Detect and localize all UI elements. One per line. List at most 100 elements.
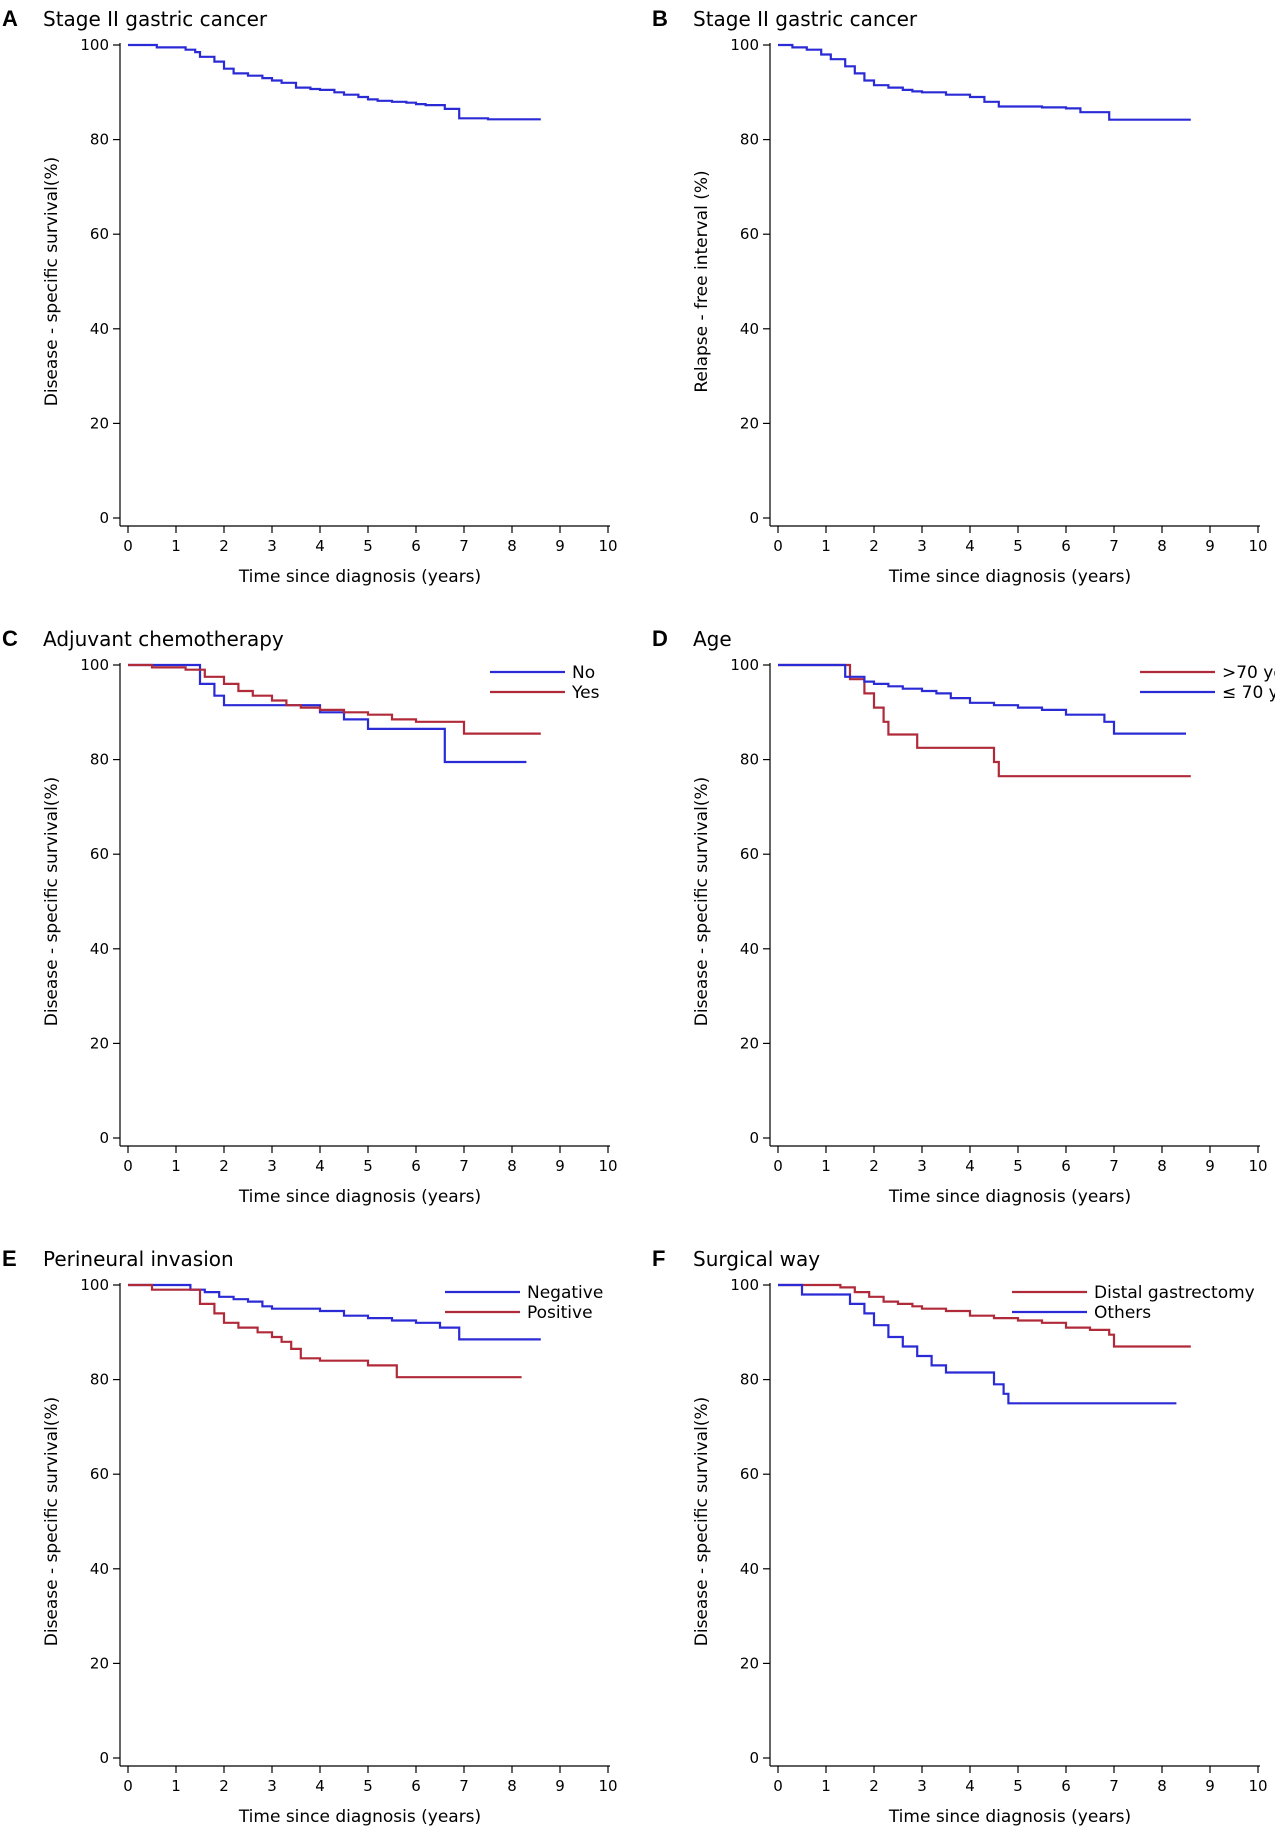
x-tick-label: 5: [1013, 1157, 1023, 1175]
legend-label: >70 years: [1222, 663, 1275, 683]
x-tick-label: 9: [1205, 1777, 1215, 1795]
x-tick-label: 6: [411, 1157, 421, 1175]
x-tick-label: 8: [1157, 1157, 1167, 1175]
x-tick-label: 9: [555, 1777, 565, 1795]
panel-letter: C: [2, 626, 18, 651]
y-tick-label: 40: [90, 940, 109, 958]
x-tick-label: 9: [1205, 537, 1215, 555]
x-tick-label: 5: [363, 1157, 373, 1175]
y-tick-label: 40: [740, 1560, 759, 1578]
x-tick-label: 3: [267, 537, 277, 555]
legend-label: ≤ 70 years: [1222, 683, 1275, 703]
legend-label: Positive: [527, 1303, 593, 1323]
x-tick-label: 1: [171, 1777, 181, 1795]
x-tick-label: 8: [1157, 537, 1167, 555]
x-tick-label: 3: [917, 537, 927, 555]
y-tick-label: 20: [740, 414, 759, 432]
x-tick-label: 4: [965, 1157, 975, 1175]
chart-title: Stage II gastric cancer: [43, 7, 268, 31]
y-tick-label: 80: [740, 751, 759, 769]
y-axis-label: Disease - specific survival(%): [42, 157, 62, 406]
x-tick-label: 5: [363, 1777, 373, 1795]
y-tick-label: 60: [90, 845, 109, 863]
x-tick-label: 6: [411, 537, 421, 555]
chart-title: Stage II gastric cancer: [693, 7, 918, 31]
y-tick-label: 100: [730, 1276, 759, 1294]
y-tick-label: 80: [90, 131, 109, 149]
y-tick-label: 60: [90, 1465, 109, 1483]
x-tick-label: 7: [1109, 537, 1119, 555]
x-tick-label: 10: [598, 1777, 617, 1795]
x-axis-label: Time since diagnosis (years): [238, 1187, 481, 1207]
x-tick-label: 9: [555, 1157, 565, 1175]
y-axis-label: Disease - specific survival(%): [692, 1397, 712, 1646]
x-tick-label: 5: [1013, 1777, 1023, 1795]
y-tick-label: 0: [749, 1129, 759, 1147]
y-tick-label: 100: [730, 656, 759, 674]
series-line-1: [778, 663, 1191, 778]
x-tick-label: 7: [459, 1157, 469, 1175]
x-tick-label: 8: [507, 1777, 517, 1795]
y-tick-label: 80: [740, 1371, 759, 1389]
legend-label: Others: [1094, 1303, 1151, 1323]
x-tick-label: 7: [459, 537, 469, 555]
x-axis-label: Time since diagnosis (years): [238, 1807, 481, 1827]
x-tick-label: 8: [1157, 1777, 1167, 1795]
legend-label: No: [572, 663, 595, 683]
y-tick-label: 60: [90, 225, 109, 243]
x-tick-label: 7: [1109, 1157, 1119, 1175]
legend-label: Distal gastrectomy: [1094, 1283, 1255, 1303]
panel-letter: A: [2, 6, 18, 31]
x-tick-label: 2: [869, 1157, 879, 1175]
series-line-1: [128, 43, 541, 121]
x-tick-label: 0: [123, 1777, 133, 1795]
y-tick-label: 20: [740, 1654, 759, 1672]
y-tick-label: 60: [740, 1465, 759, 1483]
chart-title: Surgical way: [693, 1247, 820, 1271]
x-tick-label: 0: [773, 1777, 783, 1795]
x-tick-label: 10: [598, 537, 617, 555]
y-tick-label: 40: [90, 320, 109, 338]
series-line-1: [128, 663, 527, 764]
x-axis-label: Time since diagnosis (years): [238, 567, 481, 587]
y-tick-label: 0: [99, 1749, 109, 1767]
x-tick-label: 1: [171, 537, 181, 555]
x-tick-label: 7: [1109, 1777, 1119, 1795]
y-axis-label: Disease - specific survival(%): [42, 1397, 62, 1646]
y-tick-label: 40: [90, 1560, 109, 1578]
x-tick-label: 6: [1061, 537, 1071, 555]
chart-title: Age: [693, 627, 732, 651]
x-tick-label: 10: [598, 1157, 617, 1175]
y-tick-label: 20: [740, 1034, 759, 1052]
y-tick-label: 80: [90, 1371, 109, 1389]
x-tick-label: 1: [821, 1777, 831, 1795]
x-tick-label: 3: [267, 1777, 277, 1795]
y-tick-label: 0: [749, 1749, 759, 1767]
x-tick-label: 10: [1248, 1157, 1267, 1175]
x-tick-label: 0: [773, 1157, 783, 1175]
x-tick-label: 2: [219, 1157, 229, 1175]
series-line-2: [778, 1283, 1177, 1405]
y-tick-label: 20: [90, 1654, 109, 1672]
x-tick-label: 7: [459, 1777, 469, 1795]
x-axis-label: Time since diagnosis (years): [888, 1187, 1131, 1207]
x-tick-label: 4: [315, 537, 325, 555]
x-tick-label: 10: [1248, 537, 1267, 555]
x-tick-label: 1: [171, 1157, 181, 1175]
x-tick-label: 6: [1061, 1777, 1071, 1795]
y-axis-label: Disease - specific survival(%): [42, 777, 62, 1026]
x-tick-label: 2: [219, 1777, 229, 1795]
x-tick-label: 0: [123, 1157, 133, 1175]
x-axis-label: Time since diagnosis (years): [888, 567, 1131, 587]
x-axis-label: Time since diagnosis (years): [888, 1807, 1131, 1827]
x-tick-label: 1: [821, 537, 831, 555]
y-tick-label: 0: [99, 1129, 109, 1147]
y-tick-label: 20: [90, 414, 109, 432]
y-axis-label: Relapse - free interval (%): [692, 170, 712, 392]
x-tick-label: 5: [363, 537, 373, 555]
